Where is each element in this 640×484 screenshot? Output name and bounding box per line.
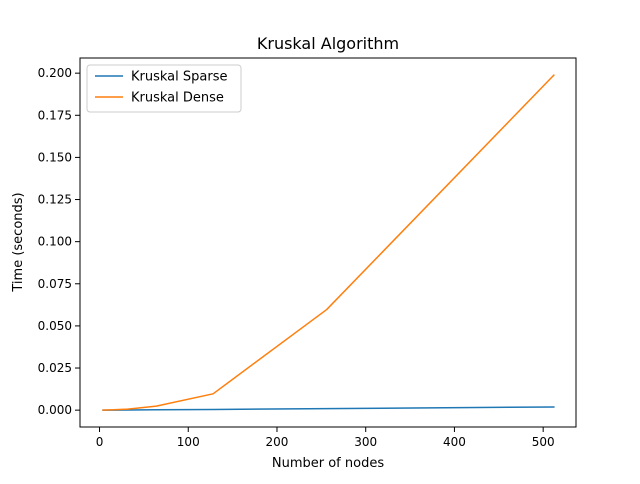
y-tick-label: 0.050 [38, 319, 72, 333]
y-tick-label: 0.025 [38, 361, 72, 375]
x-tick-label: 300 [354, 435, 377, 449]
x-tick-label: 200 [266, 435, 289, 449]
y-tick-label: 0.100 [38, 235, 72, 249]
legend-label-kruskal-dense: Kruskal Dense [131, 91, 224, 106]
y-tick-label: 0.075 [38, 277, 72, 291]
plot-area-frame [79, 57, 577, 428]
x-axis-ticks: 0 100 200 300 400 500 [96, 427, 555, 449]
chart-title: Kruskal Algorithm [257, 34, 399, 53]
legend: Kruskal Sparse Kruskal Dense [86, 64, 242, 113]
x-tick-label: 0 [96, 435, 104, 449]
y-axis-label: Time (seconds) [11, 192, 26, 292]
x-tick-label: 500 [532, 435, 555, 449]
x-axis-label: Number of nodes [272, 456, 384, 471]
series-line-kruskal-dense [102, 74, 555, 411]
y-tick-label: 0.200 [38, 66, 72, 80]
legend-box [86, 64, 242, 113]
y-tick-label: 0.000 [38, 403, 72, 417]
y-tick-label: 0.125 [38, 193, 72, 207]
x-tick-label: 100 [177, 435, 200, 449]
y-tick-label: 0.150 [38, 150, 72, 164]
x-tick-label: 400 [443, 435, 466, 449]
y-tick-label: 0.175 [38, 108, 72, 122]
y-axis-ticks: 0.000 0.025 0.050 0.075 0.100 0.125 0.150 0.175… [38, 66, 80, 417]
series-lines [102, 74, 555, 411]
legend-label-kruskal-sparse: Kruskal Sparse [131, 70, 227, 85]
